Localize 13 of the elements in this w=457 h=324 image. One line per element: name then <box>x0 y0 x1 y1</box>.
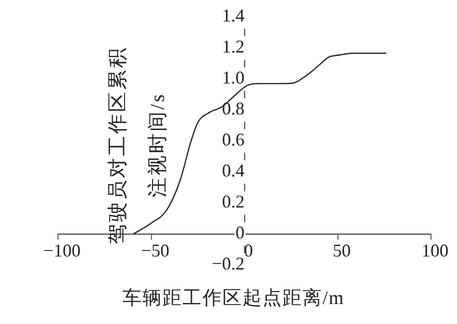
y-tick-label: 1.4 <box>222 6 244 26</box>
y-tick-label: 1.0 <box>222 68 244 88</box>
y-tick-label: 0 <box>236 222 244 243</box>
x-tick-label: −100 <box>43 240 81 261</box>
y-tick-label: 0.4 <box>222 160 244 181</box>
y-tick-label: 0.8 <box>222 98 244 119</box>
y-tick-label: 0.2 <box>222 192 244 212</box>
y-tick-label: 0.6 <box>222 130 244 150</box>
y-tick-label: 1.2 <box>222 36 244 57</box>
x-tick-label: 100 <box>422 240 448 261</box>
y-tick-label: −0.2 <box>212 254 244 274</box>
x-axis-title: 车辆距工作区起点距离/m <box>121 287 346 311</box>
x-tick-label: 50 <box>332 240 351 261</box>
